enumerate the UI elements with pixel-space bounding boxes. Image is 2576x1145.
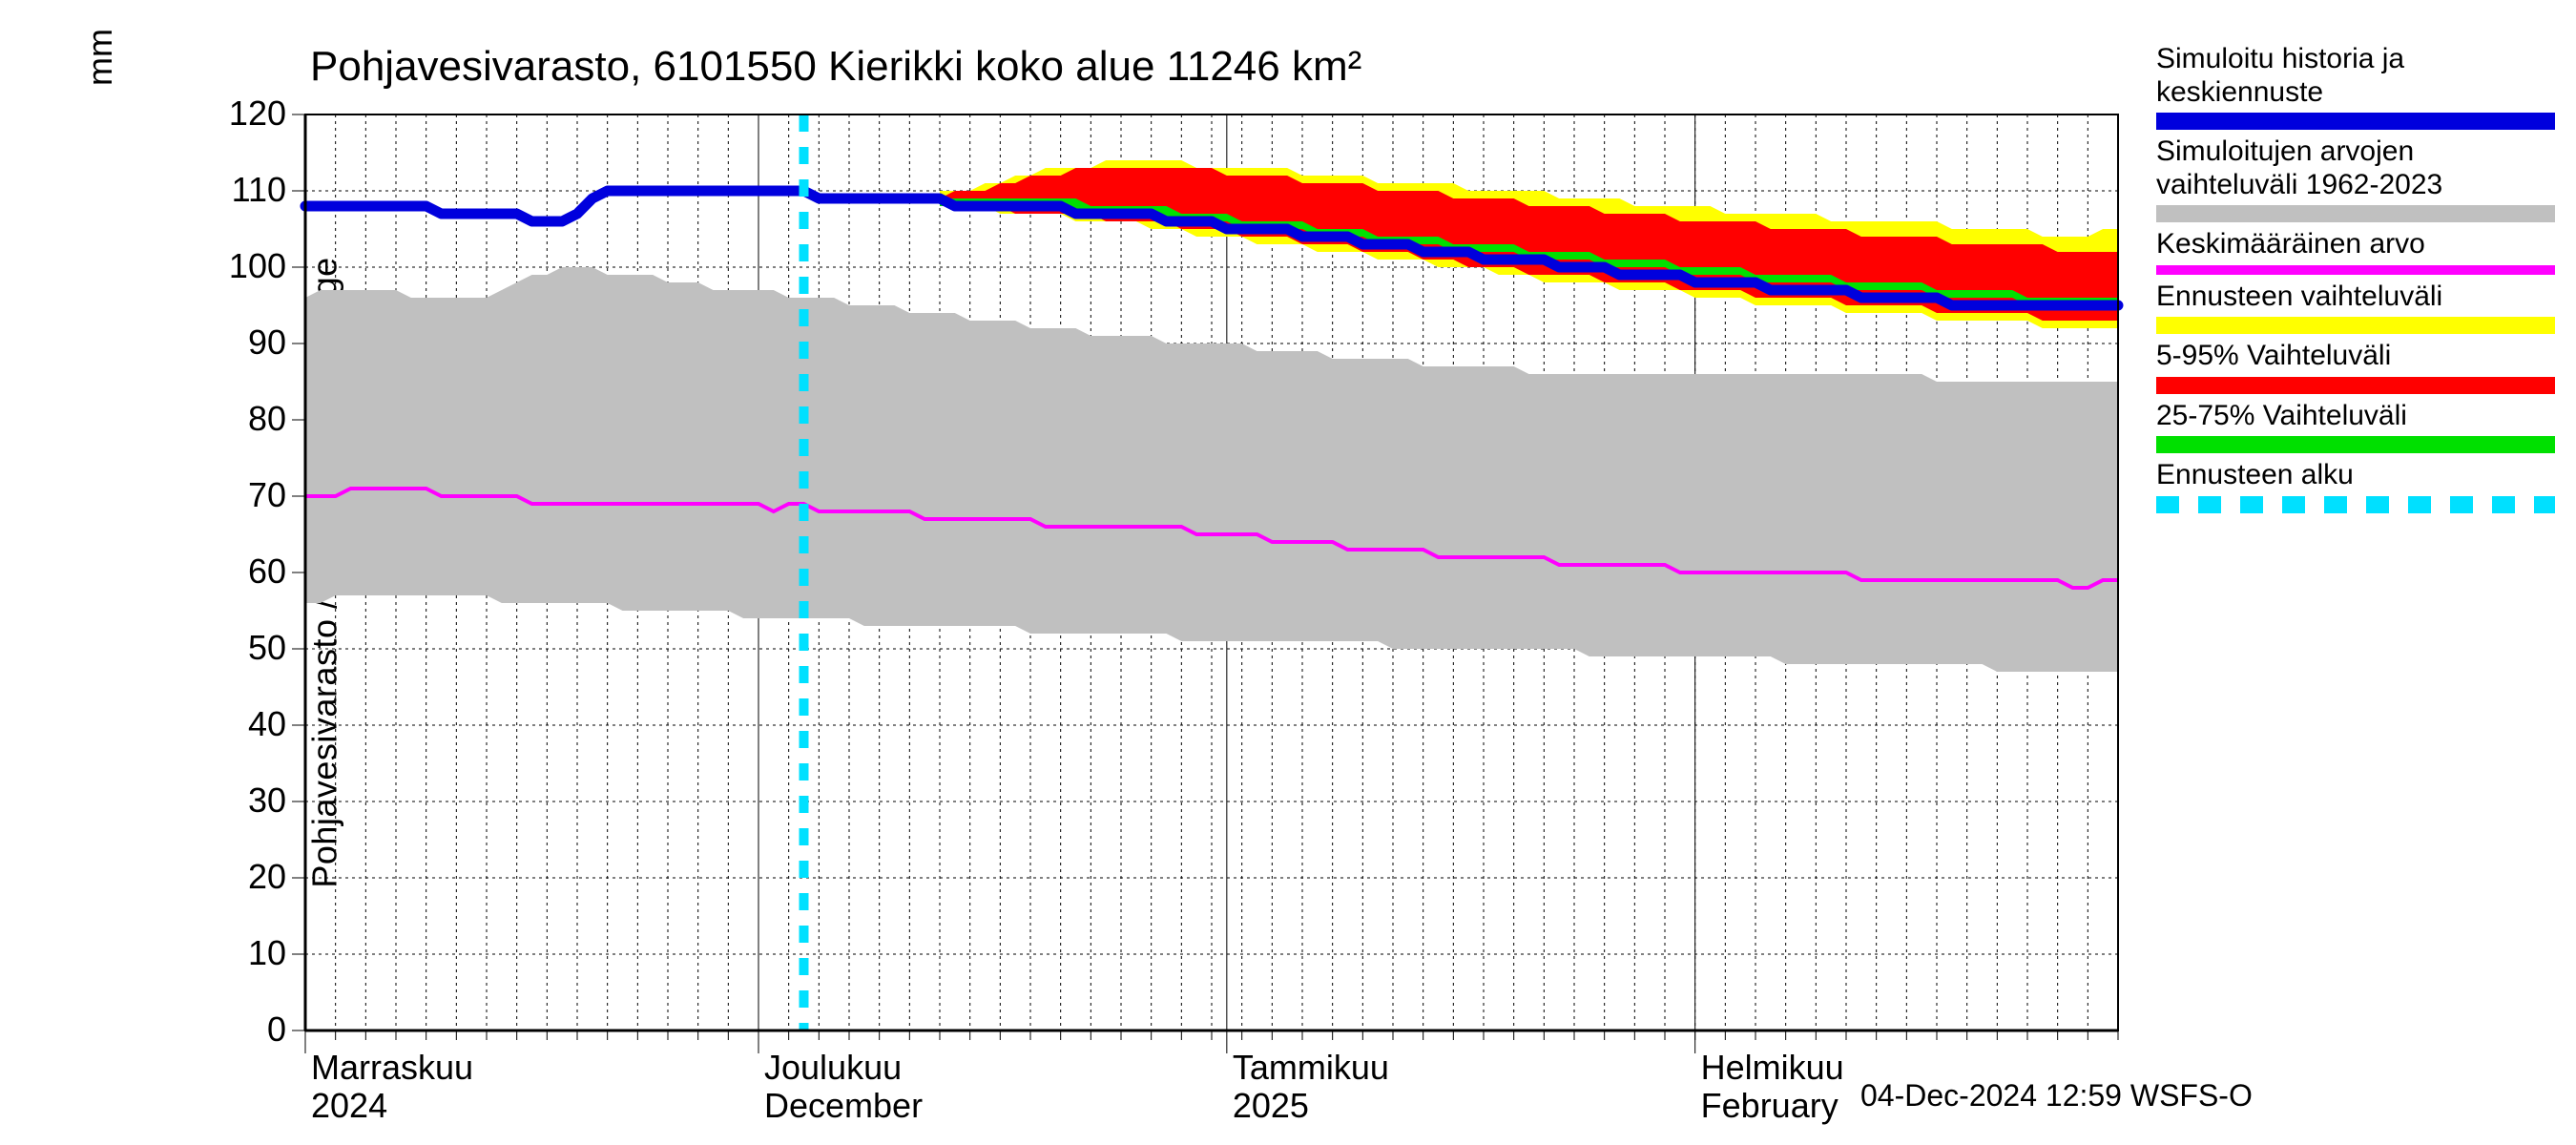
y-tick-label: 80	[200, 399, 286, 439]
y-tick-label: 70	[200, 475, 286, 515]
legend: Simuloitu historia ja keskiennuste Simulo…	[2156, 43, 2557, 519]
y-tick-label: 110	[200, 170, 286, 210]
y-tick-label: 90	[200, 323, 286, 363]
y-tick-label: 40	[200, 704, 286, 744]
legend-entry: 25-75% Vaihteluväli	[2156, 400, 2557, 454]
legend-swatch	[2156, 265, 2555, 275]
x-tick-label: Helmikuu	[1701, 1048, 1844, 1088]
legend-label: Simuloitu historia ja keskiennuste	[2156, 43, 2557, 109]
legend-label: Simuloitujen arvojen vaihteluväli 1962-2…	[2156, 135, 2557, 201]
legend-entry: Ennusteen alku	[2156, 459, 2557, 513]
legend-swatch	[2156, 317, 2555, 334]
legend-entry: Simuloitu historia ja keskiennuste	[2156, 43, 2557, 130]
y-tick-label: 100	[200, 246, 286, 286]
legend-entry: Ennusteen vaihteluväli	[2156, 281, 2557, 335]
legend-swatch	[2156, 205, 2555, 222]
x-tick-label: February	[1701, 1086, 1839, 1126]
x-tick-label: December	[764, 1086, 923, 1126]
y-tick-label: 120	[200, 94, 286, 134]
y-tick-label: 0	[200, 1010, 286, 1050]
legend-swatch	[2156, 436, 2555, 453]
legend-swatch	[2156, 113, 2555, 130]
x-tick-label: 2024	[311, 1086, 387, 1126]
y-tick-label: 20	[200, 857, 286, 897]
chart-title: Pohjavesivarasto, 6101550 Kierikki koko …	[310, 43, 1361, 91]
y-tick-label: 10	[200, 933, 286, 973]
legend-label: 25-75% Vaihteluväli	[2156, 400, 2557, 433]
x-tick-label: Marraskuu	[311, 1048, 473, 1088]
y-tick-label: 60	[200, 552, 286, 592]
y-tick-label: 50	[200, 628, 286, 668]
footer-timestamp: 04-Dec-2024 12:59 WSFS-O	[1860, 1078, 2253, 1114]
legend-swatch	[2156, 496, 2555, 513]
legend-label: 5-95% Vaihteluväli	[2156, 340, 2557, 373]
legend-swatch	[2156, 377, 2555, 394]
legend-entry: 5-95% Vaihteluväli	[2156, 340, 2557, 394]
legend-entry: Simuloitujen arvojen vaihteluväli 1962-2…	[2156, 135, 2557, 222]
plot-area	[305, 114, 2118, 1030]
x-tick-label: Tammikuu	[1233, 1048, 1389, 1088]
x-tick-label: Joulukuu	[764, 1048, 902, 1088]
y-tick-label: 30	[200, 781, 286, 821]
x-tick-label: 2025	[1233, 1086, 1309, 1126]
legend-entry: Keskimääräinen arvo	[2156, 228, 2557, 275]
y-axis-unit: mm	[80, 29, 120, 86]
legend-label: Ennusteen alku	[2156, 459, 2557, 492]
legend-label: Keskimääräinen arvo	[2156, 228, 2557, 261]
legend-label: Ennusteen vaihteluväli	[2156, 281, 2557, 314]
chart-container: Pohjavesivarasto / Groundwater storage m…	[0, 0, 2576, 1145]
